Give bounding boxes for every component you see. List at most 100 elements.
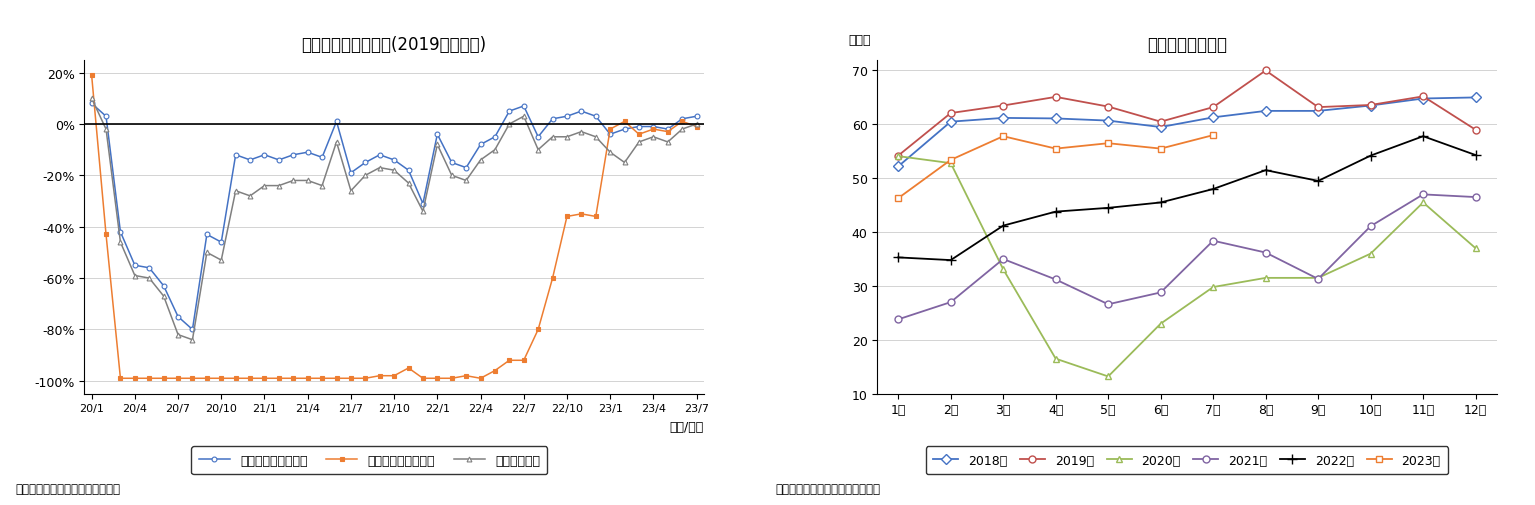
日本人延べ宿泊者数 <box>385 158 404 164</box>
延べ宿泊者数 <box>428 142 447 148</box>
延べ宿泊者数 <box>241 193 259 199</box>
延べ宿泊者数 <box>586 134 605 140</box>
2022年 <box>1203 186 1222 192</box>
延べ宿泊者数 <box>543 134 562 140</box>
2022年 <box>1309 179 1328 185</box>
2018年 <box>1466 95 1484 102</box>
2018年 <box>1151 125 1170 131</box>
2018年 <box>1257 109 1276 115</box>
日本人延べ宿泊者数 <box>659 127 677 133</box>
延べ宿泊者数 <box>342 188 361 194</box>
延べ宿泊者数 <box>442 173 460 179</box>
外国人延べ宿泊者数 <box>111 376 129 382</box>
外国人延べ宿泊者数 <box>573 212 591 218</box>
外国人延べ宿泊者数 <box>543 276 562 282</box>
延べ宿泊者数 <box>573 129 591 135</box>
2018年 <box>889 164 907 170</box>
2020年 <box>1309 275 1328 281</box>
2019年 <box>1466 127 1484 133</box>
2022年 <box>889 255 907 261</box>
2020年 <box>1203 284 1222 290</box>
2023年 <box>1099 141 1117 147</box>
延べ宿泊者数 <box>140 276 158 282</box>
日本人延べ宿泊者数 <box>313 155 332 161</box>
Text: （資料）観光庁「宿泊旅行統計」: （資料）観光庁「宿泊旅行統計」 <box>775 482 880 495</box>
延べ宿泊者数 <box>471 158 490 164</box>
延べ宿泊者数 <box>514 114 533 120</box>
外国人延べ宿泊者数 <box>688 124 706 130</box>
延べ宿泊者数 <box>313 183 332 189</box>
Line: 2022年: 2022年 <box>893 132 1480 266</box>
延べ宿泊者数 <box>255 183 273 189</box>
Text: （％）: （％） <box>849 34 870 47</box>
外国人延べ宿泊者数 <box>616 119 634 125</box>
外国人延べ宿泊者数 <box>514 358 533 364</box>
2022年 <box>1099 206 1117 212</box>
日本人延べ宿泊者数 <box>457 165 476 171</box>
延べ宿泊者数 <box>385 168 404 174</box>
日本人延べ宿泊者数 <box>442 160 460 166</box>
延べ宿泊者数 <box>659 139 677 145</box>
外国人延べ宿泊者数 <box>557 214 576 220</box>
日本人延べ宿泊者数 <box>241 158 259 164</box>
2023年 <box>1047 146 1065 153</box>
延べ宿泊者数 <box>227 188 246 194</box>
延べ宿泊者数 <box>672 127 691 133</box>
外国人延べ宿泊者数 <box>659 129 677 135</box>
Title: 延べ宿泊者数の推移(2019年同月比): 延べ宿泊者数の推移(2019年同月比) <box>301 35 487 54</box>
日本人延べ宿泊者数 <box>198 232 216 238</box>
延べ宿泊者数 <box>500 122 519 128</box>
外国人延べ宿泊者数 <box>270 376 289 382</box>
外国人延べ宿泊者数 <box>385 373 404 379</box>
日本人延べ宿泊者数 <box>530 134 548 140</box>
外国人延べ宿泊者数 <box>530 327 548 333</box>
2021年 <box>1414 192 1432 198</box>
Line: 外国人延べ宿泊者数: 外国人延べ宿泊者数 <box>89 74 698 381</box>
延べ宿泊者数 <box>629 139 648 145</box>
延べ宿泊者数 <box>198 250 216 256</box>
日本人延べ宿泊者数 <box>140 265 158 271</box>
外国人延べ宿泊者数 <box>471 376 490 382</box>
2021年 <box>941 299 959 306</box>
2018年 <box>1099 118 1117 124</box>
延べ宿泊者数 <box>298 178 316 184</box>
2020年 <box>1099 374 1117 380</box>
外国人延べ宿泊者数 <box>126 376 144 382</box>
延べ宿泊者数 <box>399 181 418 187</box>
延べ宿泊者数 <box>327 139 345 145</box>
日本人延べ宿泊者数 <box>414 201 433 207</box>
外国人延べ宿泊者数 <box>442 376 460 382</box>
Line: 日本人延べ宿泊者数: 日本人延べ宿泊者数 <box>89 102 698 332</box>
2020年 <box>1362 251 1380 257</box>
日本人延べ宿泊者数 <box>111 229 129 235</box>
2022年 <box>1466 153 1484 159</box>
2021年 <box>1466 194 1484 200</box>
日本人延べ宿泊者数 <box>602 132 620 138</box>
日本人延べ宿泊者数 <box>586 114 605 120</box>
外国人延べ宿泊者数 <box>485 368 503 374</box>
日本人延べ宿泊者数 <box>270 158 289 164</box>
2019年 <box>1151 119 1170 125</box>
延べ宿泊者数 <box>414 209 433 215</box>
延べ宿泊者数 <box>485 147 503 154</box>
外国人延べ宿泊者数 <box>83 73 101 79</box>
Line: 2019年: 2019年 <box>895 68 1480 160</box>
2019年 <box>995 103 1013 109</box>
日本人延べ宿泊者数 <box>255 153 273 159</box>
延べ宿泊者数 <box>155 293 173 299</box>
2020年 <box>1414 200 1432 206</box>
延べ宿泊者数 <box>356 173 375 179</box>
日本人延べ宿泊者数 <box>471 142 490 148</box>
Line: 2021年: 2021年 <box>895 191 1480 323</box>
外国人延べ宿泊者数 <box>356 376 375 382</box>
2019年 <box>1203 105 1222 111</box>
日本人延べ宿泊者数 <box>155 283 173 289</box>
延べ宿泊者数 <box>602 150 620 156</box>
2019年 <box>1309 105 1328 111</box>
日本人延べ宿泊者数 <box>183 327 201 333</box>
2021年 <box>1151 290 1170 296</box>
日本人延べ宿泊者数 <box>616 127 634 133</box>
2019年 <box>1047 94 1065 100</box>
日本人延べ宿泊者数 <box>500 109 519 115</box>
2019年 <box>1099 105 1117 111</box>
